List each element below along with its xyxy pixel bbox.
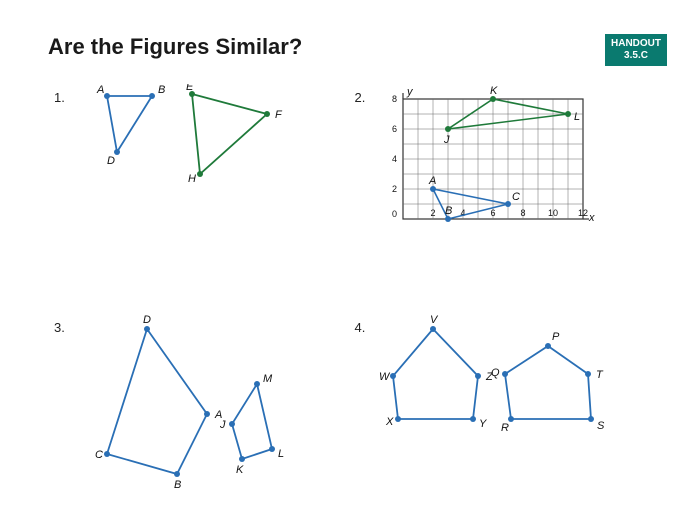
figure-svg: A B D E F H (72, 84, 322, 214)
svg-text:B: B (445, 205, 452, 217)
page-title: Are the Figures Similar? (48, 34, 302, 60)
svg-text:x: x (588, 212, 595, 224)
svg-text:J: J (443, 134, 450, 146)
svg-text:4: 4 (391, 154, 396, 164)
svg-text:P: P (552, 331, 560, 343)
svg-text:C: C (512, 191, 520, 203)
svg-text:L: L (278, 448, 284, 460)
svg-text:K: K (490, 85, 498, 97)
svg-text:B: B (174, 479, 181, 491)
svg-text:A: A (96, 84, 104, 96)
svg-text:H: H (188, 173, 196, 185)
problem-number: 4. (355, 320, 366, 335)
svg-text:L: L (574, 111, 580, 123)
svg-text:0: 0 (391, 209, 396, 219)
svg-text:D: D (143, 314, 151, 326)
title-row: Are the Figures Similar? HANDOUT 3.5.C (48, 34, 667, 66)
svg-text:R: R (501, 422, 509, 434)
handout-badge: HANDOUT 3.5.C (605, 34, 667, 66)
svg-text:8: 8 (520, 208, 525, 218)
svg-text:V: V (430, 314, 439, 326)
badge-line1: HANDOUT (611, 38, 661, 50)
problem-2: 2. 2468101224680yxJKLABC (349, 84, 650, 244)
svg-text:Y: Y (479, 418, 487, 430)
problem-number: 2. (355, 90, 366, 105)
problem-3: 3. DABCMJKL (48, 314, 349, 494)
svg-text:8: 8 (391, 94, 396, 104)
svg-text:W: W (379, 371, 391, 383)
svg-text:K: K (236, 464, 244, 476)
svg-text:M: M (263, 373, 273, 385)
svg-text:S: S (597, 420, 605, 432)
row-1: 1. ABDEFH 2. 2468101224680yxJKLABC (48, 84, 649, 284)
problem-number: 1. (54, 90, 65, 105)
svg-text:Q: Q (491, 367, 500, 379)
svg-text:T: T (596, 369, 604, 381)
svg-text:X: X (385, 416, 394, 428)
svg-text:E: E (186, 84, 194, 93)
svg-text:A: A (428, 175, 436, 187)
svg-text:2: 2 (430, 208, 435, 218)
svg-text:J: J (219, 419, 226, 431)
figure-svg: VZYXWPTSRQ (373, 314, 653, 464)
row-2: 3. DABCMJKL 4. VZYXWPTSRQ (48, 314, 649, 514)
problem-4: 4. VZYXWPTSRQ (349, 314, 650, 464)
badge-line2: 3.5.C (611, 50, 661, 62)
svg-text:2: 2 (391, 184, 396, 194)
svg-text:6: 6 (391, 124, 396, 134)
figure-svg: 2468101224680yxJKLABC (373, 84, 623, 244)
svg-text:10: 10 (547, 208, 557, 218)
problems-grid: 1. ABDEFH 2. 2468101224680yxJKLABC 3. DA… (48, 84, 649, 491)
svg-text:6: 6 (490, 208, 495, 218)
problem-1: 1. A B D E F H (48, 84, 349, 214)
figure-svg: DABCMJKL (72, 314, 322, 494)
svg-text:y: y (406, 86, 414, 98)
svg-text:F: F (275, 109, 283, 121)
svg-text:B: B (158, 84, 165, 96)
problem-number: 3. (54, 320, 65, 335)
svg-text:C: C (95, 449, 103, 461)
svg-text:12: 12 (577, 208, 587, 218)
svg-text:D: D (107, 155, 115, 167)
